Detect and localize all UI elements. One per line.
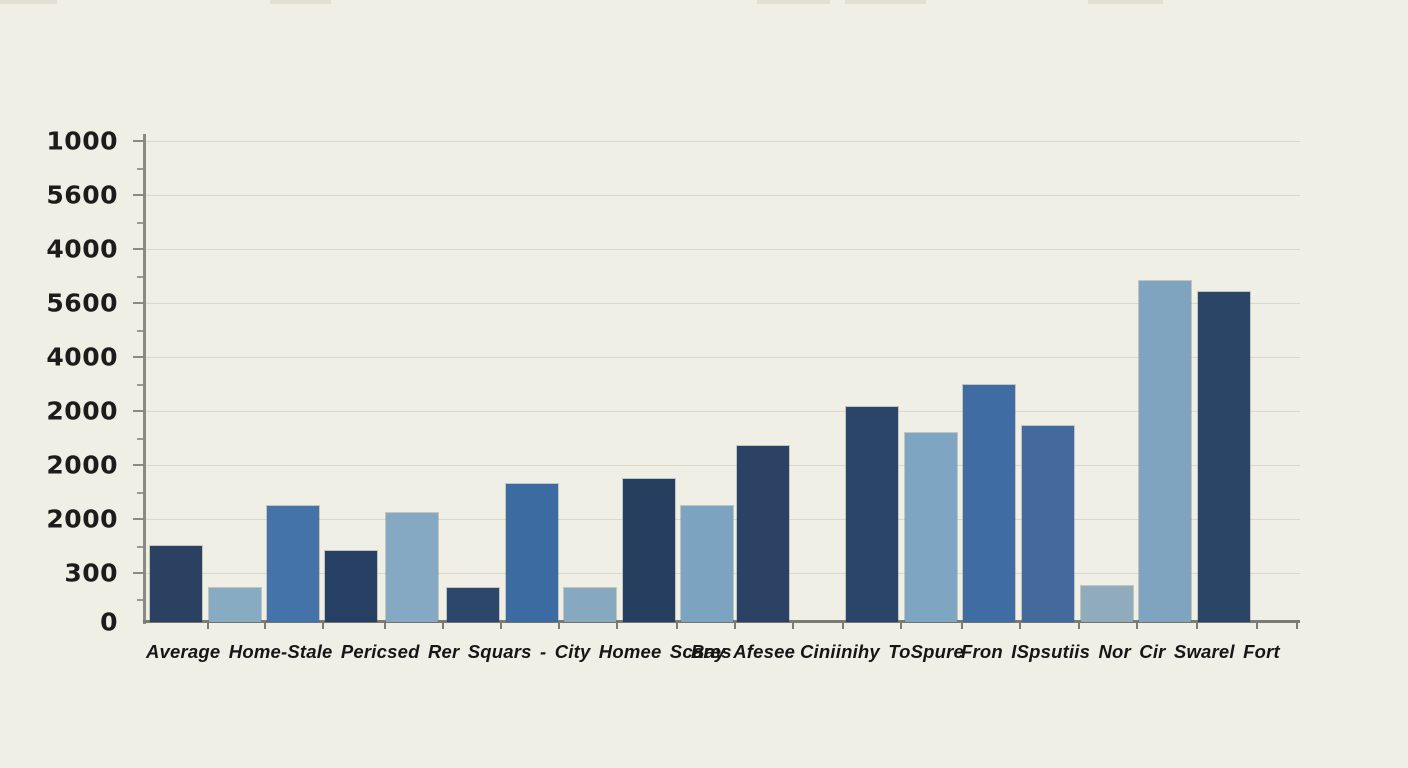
y-axis-tick-label: 5600 <box>46 180 118 210</box>
bar <box>267 506 319 622</box>
top-edge-artifact <box>0 0 57 4</box>
bar <box>681 506 733 622</box>
bar <box>506 484 558 622</box>
x-axis-tick <box>1256 623 1258 629</box>
bar <box>846 407 898 622</box>
bar <box>1022 426 1074 622</box>
x-axis-caption-segment: Average Home-Stale Pericsed Rer Squars -… <box>146 641 732 662</box>
bar <box>963 385 1015 622</box>
bar <box>737 446 789 622</box>
y-axis-tick-label: 2000 <box>46 450 118 480</box>
x-axis-tick <box>207 623 209 629</box>
x-axis-tick <box>442 623 444 629</box>
y-axis-minor-tick <box>137 168 143 170</box>
bar <box>564 588 616 622</box>
top-edge-artifact <box>845 0 926 4</box>
y-gridline <box>146 195 1300 196</box>
x-axis-caption-segment: Ciniinihy ToSpure <box>800 641 964 662</box>
y-axis-tick-label: 1000 <box>46 126 118 156</box>
bar <box>1081 586 1133 622</box>
x-axis-tick <box>384 623 386 629</box>
bar <box>447 588 499 622</box>
x-axis-tick <box>1019 623 1021 629</box>
bar <box>386 513 438 622</box>
y-axis-minor-tick <box>137 438 143 440</box>
y-axis-major-tick <box>133 302 143 304</box>
bar <box>209 588 261 622</box>
y-axis-minor-tick <box>137 330 143 332</box>
x-axis-tick <box>792 623 794 629</box>
y-axis-minor-tick <box>137 384 143 386</box>
y-gridline <box>146 411 1300 412</box>
top-edge-artifact <box>757 0 830 4</box>
y-gridline <box>146 465 1300 466</box>
y-gridline <box>146 303 1300 304</box>
y-axis-minor-tick <box>137 222 143 224</box>
x-axis-tick <box>961 623 963 629</box>
y-axis-tick-label: 2000 <box>46 396 118 426</box>
x-axis-tick <box>558 623 560 629</box>
bar <box>623 479 675 622</box>
y-gridline <box>146 141 1300 142</box>
bar <box>1198 292 1250 622</box>
bar <box>325 551 377 622</box>
x-axis-tick <box>1078 623 1080 629</box>
x-axis-caption-segment: Fron ISpsutiis Nor Cir Swarel Fort <box>961 641 1280 662</box>
y-gridline <box>146 357 1300 358</box>
x-axis-tick <box>900 623 902 629</box>
y-axis-minor-tick <box>137 599 143 601</box>
top-edge-artifact <box>1088 0 1163 4</box>
y-axis-major-tick <box>133 410 143 412</box>
y-axis-spine <box>143 134 146 624</box>
x-axis-tick <box>322 623 324 629</box>
bar <box>1139 281 1191 622</box>
x-axis-tick <box>676 623 678 629</box>
y-axis-major-tick <box>133 356 143 358</box>
y-axis-tick-label: 2000 <box>46 504 118 534</box>
bar <box>905 433 957 622</box>
x-axis-tick <box>616 623 618 629</box>
y-axis-minor-tick <box>137 492 143 494</box>
y-axis-major-tick <box>133 140 143 142</box>
x-axis-tick <box>1196 623 1198 629</box>
x-axis-tick <box>500 623 502 629</box>
y-axis-tick-label: 300 <box>64 558 118 588</box>
y-axis-major-tick <box>133 572 143 574</box>
y-axis-minor-tick <box>137 276 143 278</box>
y-axis-tick-label: 4000 <box>46 342 118 372</box>
y-axis-major-tick <box>133 518 143 520</box>
x-axis-tick <box>1296 623 1298 629</box>
y-axis-major-tick <box>133 248 143 250</box>
x-axis-caption-segment: Bay Afesee <box>691 641 796 662</box>
top-edge-artifact <box>270 0 331 4</box>
bar <box>150 546 202 622</box>
y-axis-major-tick <box>133 464 143 466</box>
y-axis-major-tick <box>133 194 143 196</box>
y-axis-tick-label: 4000 <box>46 234 118 264</box>
y-axis-tick-label: 5600 <box>46 288 118 318</box>
x-axis-tick <box>734 623 736 629</box>
x-axis-tick <box>842 623 844 629</box>
x-axis-tick <box>264 623 266 629</box>
x-axis-tick <box>1136 623 1138 629</box>
y-axis-tick-label: 0 <box>100 607 118 637</box>
y-gridline <box>146 249 1300 250</box>
y-axis-minor-tick <box>137 546 143 548</box>
